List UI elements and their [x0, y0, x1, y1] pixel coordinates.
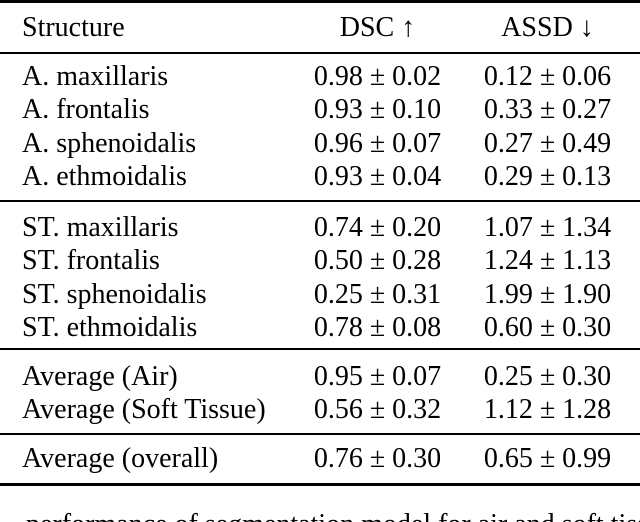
table-row: A. ethmoidalis 0.93 ± 0.04 0.29 ± 0.13 [0, 161, 640, 195]
cell-assd: 1.07 ± 1.34 [483, 211, 612, 243]
cell-dsc: 0.95 ± 0.07 [313, 360, 442, 392]
cell-structure: A. ethmoidalis [22, 161, 187, 193]
group-divider-rule [0, 433, 640, 435]
cell-structure: ST. maxillaris [22, 211, 179, 243]
table-row: A. sphenoidalis 0.96 ± 0.07 0.27 ± 0.49 [0, 127, 640, 161]
cell-assd: 0.33 ± 0.27 [483, 94, 612, 126]
cell-structure: ST. frontalis [22, 245, 160, 277]
clipped-body-text: performance of segmentation model for ai… [0, 510, 640, 522]
cell-dsc: 0.93 ± 0.10 [313, 94, 442, 126]
cell-assd: 0.25 ± 0.30 [483, 360, 612, 392]
column-header-dsc: DSC ↑ [339, 11, 416, 43]
table-row: ST. sphenoidalis 0.25 ± 0.31 1.99 ± 1.90 [0, 278, 640, 312]
table-row: Average (Air) 0.95 ± 0.07 0.25 ± 0.30 [0, 360, 640, 394]
table-group-air: A. maxillaris 0.98 ± 0.02 0.12 ± 0.06 A.… [0, 54, 640, 200]
header-divider-rule [0, 52, 640, 54]
cell-structure: ST. ethmoidalis [22, 312, 198, 344]
table-row: A. frontalis 0.93 ± 0.10 0.33 ± 0.27 [0, 94, 640, 128]
table-row: A. maxillaris 0.98 ± 0.02 0.12 ± 0.06 [0, 60, 640, 94]
table-top-rule [0, 0, 640, 3]
cell-structure: A. sphenoidalis [22, 127, 197, 159]
cell-dsc: 0.56 ± 0.32 [313, 394, 442, 426]
cell-dsc: 0.93 ± 0.04 [313, 161, 442, 193]
table-row: ST. maxillaris 0.74 ± 0.20 1.07 ± 1.34 [0, 211, 640, 245]
cell-dsc: 0.98 ± 0.02 [313, 60, 442, 92]
table-group-soft-tissue: ST. maxillaris 0.74 ± 0.20 1.07 ± 1.34 S… [0, 202, 640, 348]
cell-dsc: 0.96 ± 0.07 [313, 127, 442, 159]
cell-assd: 1.12 ± 1.28 [483, 394, 612, 426]
cell-assd: 1.24 ± 1.13 [483, 245, 612, 277]
cell-assd: 1.99 ± 1.90 [483, 278, 612, 310]
cell-structure: A. frontalis [22, 94, 150, 126]
table-header-row: Structure DSC ↑ ASSD ↓ [0, 3, 640, 52]
group-divider-rule [0, 348, 640, 350]
cell-structure: ST. sphenoidalis [22, 278, 207, 310]
table-bottom-rule [0, 482, 640, 486]
cell-dsc: 0.78 ± 0.08 [313, 312, 442, 344]
cell-assd: 0.12 ± 0.06 [483, 60, 612, 92]
cell-assd: 0.60 ± 0.30 [483, 312, 612, 344]
table-row: ST. ethmoidalis 0.78 ± 0.08 0.60 ± 0.30 [0, 312, 640, 346]
table-row: Average (overall) 0.76 ± 0.30 0.65 ± 0.9… [0, 442, 640, 476]
cell-assd: 0.65 ± 0.99 [483, 442, 612, 474]
cell-assd: 0.29 ± 0.13 [483, 161, 612, 193]
cell-assd: 0.27 ± 0.49 [483, 127, 612, 159]
table-row: ST. frontalis 0.50 ± 0.28 1.24 ± 1.13 [0, 245, 640, 279]
group-divider-rule [0, 200, 640, 202]
cell-dsc: 0.74 ± 0.20 [313, 211, 442, 243]
cell-dsc: 0.50 ± 0.28 [313, 245, 442, 277]
cell-structure: Average (overall) [22, 442, 219, 474]
cell-dsc: 0.76 ± 0.30 [313, 442, 442, 474]
cell-dsc: 0.25 ± 0.31 [313, 278, 442, 310]
cell-structure: Average (Soft Tissue) [22, 394, 266, 426]
cell-structure: Average (Air) [22, 360, 178, 392]
table-group-averages: Average (Air) 0.95 ± 0.07 0.25 ± 0.30 Av… [0, 350, 640, 433]
table-group-overall: Average (overall) 0.76 ± 0.30 0.65 ± 0.9… [0, 435, 640, 483]
table-row: Average (Soft Tissue) 0.56 ± 0.32 1.12 ±… [0, 394, 640, 428]
cell-structure: A. maxillaris [22, 60, 169, 92]
column-header-assd: ASSD ↓ [501, 11, 594, 43]
column-header-structure: Structure [22, 11, 125, 43]
